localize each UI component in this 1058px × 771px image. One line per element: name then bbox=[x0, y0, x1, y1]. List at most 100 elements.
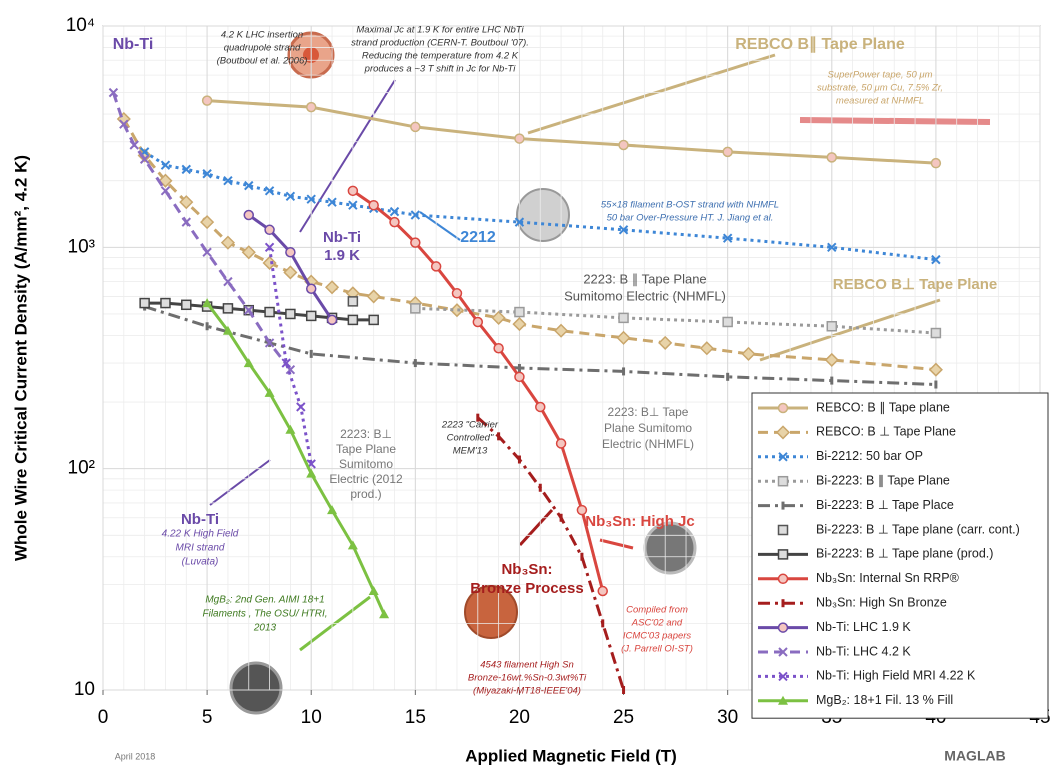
data-point bbox=[264, 338, 275, 348]
data-point bbox=[222, 325, 233, 335]
series bbox=[264, 242, 316, 469]
annotation: Bronze-16wt.%Sn-0.3wt%Ti bbox=[468, 673, 587, 684]
legend-label: REBCO: B ∥ Tape plane bbox=[816, 400, 950, 414]
annotation: 2212 bbox=[460, 229, 496, 246]
data-point bbox=[389, 206, 400, 217]
legend-marker bbox=[777, 573, 789, 585]
data-point bbox=[202, 247, 212, 257]
series-line bbox=[205, 302, 386, 615]
series bbox=[116, 111, 943, 377]
data-point bbox=[285, 424, 296, 434]
data-point bbox=[309, 349, 313, 358]
data-point bbox=[497, 432, 501, 441]
y-tick-label: 10² bbox=[68, 458, 95, 479]
series bbox=[476, 413, 626, 694]
legend-label: Bi-2223: B ⊥ Tape Place bbox=[816, 498, 954, 512]
annotation: Nb₃Sn: bbox=[501, 561, 552, 578]
data-point bbox=[296, 402, 306, 412]
strand-image bbox=[516, 188, 570, 242]
data-point bbox=[347, 185, 359, 197]
legend-label: Bi-2223: B ⊥ Tape plane (prod.) bbox=[816, 547, 993, 561]
series-line bbox=[268, 247, 313, 465]
data-point bbox=[347, 540, 358, 550]
annotation: 2223: B⊥ Tape bbox=[608, 405, 689, 419]
data-point bbox=[580, 552, 584, 561]
data-point bbox=[555, 438, 567, 449]
series-line bbox=[144, 305, 936, 387]
data-point bbox=[618, 312, 629, 324]
series bbox=[108, 87, 296, 375]
x-tick-label: 25 bbox=[613, 707, 634, 728]
data-point bbox=[244, 180, 254, 191]
data-point bbox=[326, 314, 338, 326]
data-point bbox=[618, 139, 629, 151]
x-axis-label: Applied Magnetic Field (T) bbox=[465, 746, 677, 765]
data-point bbox=[327, 197, 337, 207]
legend-label: REBCO: B ⊥ Tape Plane bbox=[816, 425, 956, 439]
annotation: Maximal Jc at 1.9 K for entire LHC NbTi bbox=[356, 25, 524, 36]
data-point bbox=[368, 314, 379, 326]
data-point bbox=[264, 224, 275, 236]
data-point bbox=[535, 401, 546, 413]
x-tick-label: 5 bbox=[202, 707, 213, 728]
data-point bbox=[347, 296, 359, 307]
data-point bbox=[368, 586, 379, 596]
y-axis-label: Whole Wire Critical Current Density (A/m… bbox=[11, 155, 30, 561]
legend-label: Nb-Ti: LHC 4.2 K bbox=[816, 644, 911, 658]
series bbox=[410, 303, 942, 339]
data-point bbox=[366, 289, 381, 304]
legend-label: Nb-Ti: High Field MRI 4.22 K bbox=[816, 669, 976, 683]
data-point bbox=[827, 242, 837, 253]
annotation: Compiled from bbox=[626, 605, 688, 616]
data-point bbox=[324, 280, 340, 295]
data-point bbox=[559, 513, 563, 522]
data-point bbox=[285, 308, 296, 320]
tape-image bbox=[799, 117, 991, 125]
data-point bbox=[517, 363, 521, 372]
data-point bbox=[243, 209, 255, 221]
data-point bbox=[410, 210, 421, 220]
data-point bbox=[930, 157, 942, 169]
arrow bbox=[209, 459, 271, 506]
data-point bbox=[472, 316, 484, 328]
data-point bbox=[722, 233, 733, 243]
data-point bbox=[201, 95, 213, 106]
legend-label: Bi-2223: B ∥ Tape Plane bbox=[816, 473, 950, 487]
data-point bbox=[285, 247, 296, 258]
data-point bbox=[244, 305, 254, 315]
annotation: MRI strand bbox=[176, 543, 225, 554]
annotation: 2223: B⊥ bbox=[340, 427, 392, 441]
annotation: produces a ~3 T shift in Jc for Nb-Ti bbox=[364, 64, 517, 75]
legend-marker bbox=[778, 452, 788, 462]
legend-label: MgB₂: 18+1 Fil. 13 % Fill bbox=[816, 693, 953, 707]
annotation: Reducing the temperature from 4.2 K bbox=[362, 51, 519, 62]
data-point bbox=[512, 317, 527, 332]
data-point bbox=[223, 175, 233, 186]
data-point bbox=[202, 169, 212, 179]
data-point bbox=[306, 194, 316, 204]
data-point bbox=[160, 160, 171, 170]
legend-marker bbox=[778, 695, 788, 705]
data-point bbox=[283, 265, 298, 280]
legend-marker bbox=[781, 599, 785, 608]
data-point bbox=[202, 298, 213, 308]
data-point bbox=[826, 152, 838, 163]
data-point bbox=[389, 216, 400, 228]
legend-marker bbox=[775, 425, 791, 440]
data-point bbox=[139, 154, 150, 164]
annotation: Sumitomo bbox=[339, 457, 393, 471]
data-point bbox=[262, 255, 277, 271]
legend-label: Bi-2212: 50 bar OP bbox=[816, 449, 923, 463]
legend-marker bbox=[778, 671, 788, 682]
legend-marker bbox=[777, 402, 789, 414]
annotation: Filaments , The OSU/ HTRI, bbox=[202, 609, 327, 620]
data-point bbox=[241, 245, 256, 260]
y-tick-label: 10³ bbox=[68, 236, 95, 257]
data-point bbox=[658, 335, 673, 350]
data-point bbox=[554, 323, 569, 338]
annotation: MAGLAB bbox=[944, 748, 1005, 764]
annotation: Tape Plane bbox=[336, 442, 396, 456]
data-point bbox=[722, 146, 733, 158]
data-point bbox=[622, 686, 626, 694]
